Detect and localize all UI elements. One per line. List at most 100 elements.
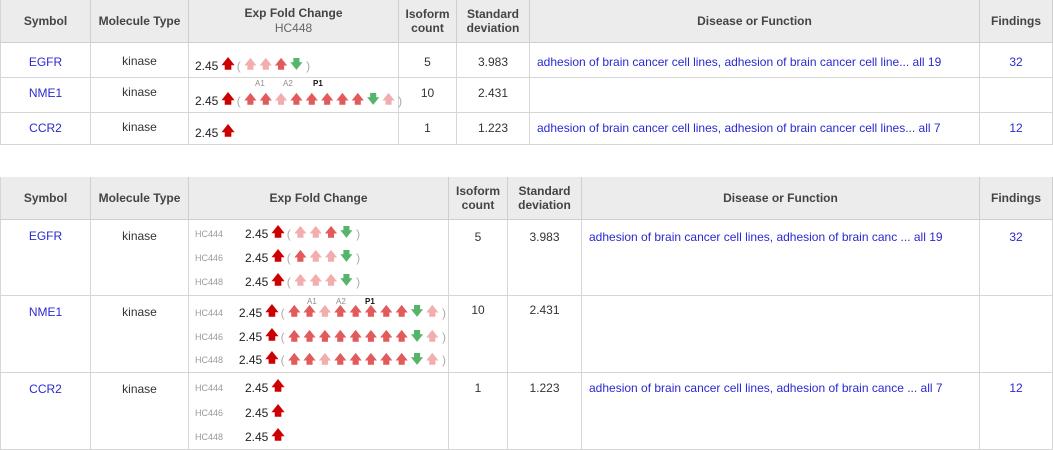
arrow-up-icon: 🡅: [309, 273, 322, 287]
symbol-link[interactable]: NME1: [28, 85, 63, 100]
arrow-up-icon: 🡅: [324, 225, 338, 239]
arrow-up-icon: 🡅: [334, 328, 347, 343]
standard-deviation: 3.983: [529, 229, 560, 244]
col-header-molecule-type[interactable]: Molecule Type: [90, 177, 189, 220]
disease-link[interactable]: adhesion of brain cancer cell lines, adh…: [537, 54, 942, 69]
col-header-disease-or-function[interactable]: Disease or Function: [581, 177, 980, 220]
arrow-up-icon: 🡅: [380, 304, 393, 318]
symbol-link[interactable]: EGFR: [28, 228, 63, 243]
arrow-up-icon: 🡅: [271, 223, 285, 239]
arrow-up-icon: 🡅: [395, 351, 408, 366]
isoform-count: 10: [471, 302, 485, 317]
fold-change-cell: 2.45 🡅 ( 🡅 🡅 🡅 🡅 🡅 🡅 🡅 🡅 🡇 🡅 ): [195, 82, 402, 112]
molecule-type: kinase: [122, 381, 157, 396]
isoform-group-close: ): [398, 93, 403, 108]
isoform-group-close: ): [442, 353, 446, 367]
arrow-down-icon: 🡇: [410, 328, 424, 343]
isoform-label-a1: A1: [307, 296, 317, 306]
arrow-up-icon: 🡅: [364, 304, 378, 318]
arrow-up-icon: 🡅: [395, 304, 408, 318]
table-row: NME1 kinase A1 A2 P1 HC444 2.45 🡅 ( 🡅 🡅 …: [0, 295, 1053, 373]
col-header-isoform-count[interactable]: Isoform count: [398, 0, 457, 43]
isoform-label-a2: A2: [283, 78, 293, 88]
arrow-up-icon: 🡅: [426, 304, 439, 318]
isoform-group-open: (: [280, 353, 285, 367]
arrow-up-icon: 🡅: [318, 328, 332, 343]
arrow-up-icon: 🡅: [294, 249, 307, 263]
col-header-standard-deviation[interactable]: Standard deviation: [456, 0, 530, 43]
sample-label: HC448: [195, 276, 224, 287]
isoform-group-open: (: [286, 226, 291, 241]
arrow-up-icon: 🡅: [380, 328, 393, 343]
arrow-up-icon: 🡅: [324, 273, 338, 287]
arrow-up-icon: 🡅: [349, 304, 362, 318]
arrow-up-icon: 🡅: [303, 351, 316, 366]
symbol-link[interactable]: CCR2: [29, 120, 62, 135]
fold-value: 2.45: [245, 430, 269, 444]
arrow-down-icon: 🡇: [340, 249, 353, 263]
isoform-label-p1: P1: [313, 78, 323, 88]
arrow-up-icon: 🡅: [271, 271, 285, 287]
arrow-up-icon: 🡅: [426, 328, 439, 343]
findings-link[interactable]: 12: [1009, 120, 1023, 135]
symbol-link[interactable]: NME1: [28, 304, 63, 319]
arrow-up-icon: 🡅: [349, 328, 362, 343]
arrow-up-icon: 🡅: [274, 92, 288, 106]
col-header-findings[interactable]: Findings: [979, 177, 1053, 220]
molecule-type: kinase: [122, 228, 157, 243]
findings-link[interactable]: 32: [1009, 229, 1023, 244]
arrow-up-icon: 🡅: [318, 351, 332, 366]
isoform-group-close: ): [356, 274, 361, 289]
arrow-up-icon: 🡅: [336, 92, 349, 106]
fold-change-table-multi: Symbol Molecule Type Exp Fold Change Iso…: [0, 177, 1053, 450]
arrow-up-icon: 🡅: [244, 57, 257, 71]
arrow-up-icon: 🡅: [334, 351, 347, 366]
molecule-type: kinase: [122, 84, 157, 99]
isoform-group-close: ): [442, 305, 446, 320]
col-header-findings[interactable]: Findings: [979, 0, 1053, 43]
arrow-up-icon: 🡅: [309, 249, 322, 263]
isoform-count: 5: [424, 54, 431, 69]
arrow-down-icon: 🡇: [410, 304, 424, 318]
standard-deviation: 1.223: [529, 380, 560, 395]
arrow-down-icon: 🡇: [340, 225, 353, 239]
isoform-group-open: (: [286, 250, 291, 265]
symbol-link[interactable]: CCR2: [29, 381, 62, 396]
symbol-link[interactable]: EGFR: [28, 54, 63, 69]
col-header-exp-fold-change[interactable]: Exp Fold Change HC448: [188, 0, 399, 43]
arrow-up-icon: 🡅: [324, 249, 338, 263]
isoform-group-close: ): [442, 330, 446, 344]
arrow-up-icon: 🡅: [382, 92, 395, 106]
arrow-up-icon: 🡅: [294, 273, 307, 287]
arrow-up-icon: 🡅: [288, 328, 301, 343]
isoform-label-a2: A2: [336, 296, 346, 306]
col-header-disease-or-function[interactable]: Disease or Function: [529, 0, 980, 43]
sample-label: HC444: [195, 382, 224, 393]
col-header-symbol[interactable]: Symbol: [0, 0, 91, 43]
arrow-up-icon: 🡅: [364, 328, 378, 343]
findings-link[interactable]: 12: [1009, 380, 1023, 395]
col-header-symbol[interactable]: Symbol: [0, 177, 91, 220]
fold-value: 2.45: [195, 125, 219, 140]
col-header-molecule-type[interactable]: Molecule Type: [90, 0, 189, 43]
findings-link[interactable]: 32: [1009, 54, 1023, 69]
disease-link[interactable]: adhesion of brain cancer cell lines, adh…: [589, 229, 943, 244]
col-header-isoform-count[interactable]: Isoform count: [448, 177, 508, 220]
arrow-up-icon: 🡅: [303, 304, 316, 318]
arrow-down-icon: 🡇: [290, 57, 303, 71]
fold-change-cell: 2.45 🡅 ( 🡅 🡅 🡅 🡇 ): [195, 55, 398, 77]
isoform-group-close: ): [356, 226, 361, 241]
arrow-up-icon: 🡅: [288, 304, 301, 318]
fold-value: 2.45: [245, 226, 269, 241]
col-header-standard-deviation[interactable]: Standard deviation: [507, 177, 582, 220]
sample-fold-row: HC448 2.45 🡅 ( 🡅 🡅 🡅 🡅 🡅 🡅 🡅 🡅 🡇 🡅 ): [189, 349, 448, 372]
disease-link[interactable]: adhesion of brain cancer cell lines, adh…: [537, 120, 941, 135]
col-header-exp-fold-change[interactable]: Exp Fold Change: [188, 177, 449, 220]
arrow-up-icon: 🡅: [309, 225, 322, 239]
arrow-up-icon: 🡅: [221, 55, 235, 71]
arrow-up-icon: 🡅: [303, 328, 316, 343]
isoform-group-open: (: [286, 274, 291, 289]
sample-fold-row: HC446 2.45 🡅: [189, 401, 448, 426]
molecule-type: kinase: [122, 304, 157, 319]
disease-link[interactable]: adhesion of brain cancer cell lines, adh…: [589, 380, 943, 395]
